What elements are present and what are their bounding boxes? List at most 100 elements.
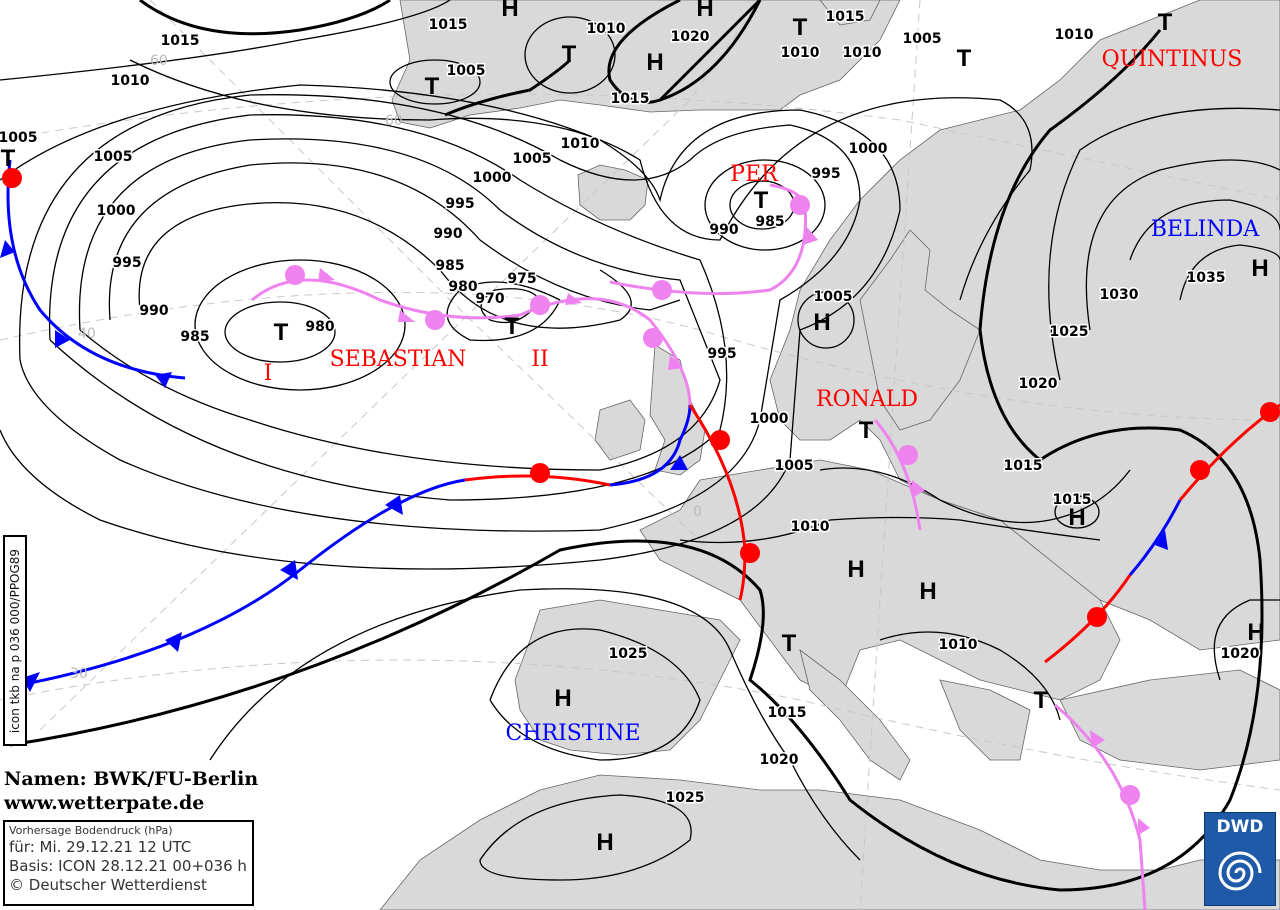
isobar-label: 970 — [475, 291, 504, 307]
isobar-label: 995 — [445, 196, 474, 212]
isobar-label: 995 — [112, 255, 141, 271]
info-title: Vorhersage Bodendruck (hPa) — [9, 824, 173, 837]
isobar-label: 1000 — [97, 203, 136, 219]
graticule-label: 60 — [150, 53, 168, 69]
isobar-label: 980 — [305, 319, 334, 335]
isobar-label: 1005 — [775, 458, 814, 474]
dwd-logo-text: DWD — [1216, 817, 1264, 837]
system-names: QUINTINUSPERBELINDASEBASTIANIIIRONALDCHR… — [264, 47, 1261, 746]
land-masses — [379, 0, 1280, 910]
isobar-label: 1020 — [1019, 376, 1058, 392]
high-pressure-center: H — [1247, 619, 1264, 646]
high-pressure-center: H — [1068, 504, 1085, 531]
high-pressure-center: H — [696, 0, 713, 22]
high-pressure-center: H — [919, 578, 936, 605]
high-pressure-center: H — [501, 0, 518, 22]
graticule-label: 60 — [385, 113, 403, 129]
system-name: BELINDA — [1151, 217, 1260, 242]
system-name: PER — [730, 162, 779, 187]
model-id: icon tkb na p 036 000/PPOG89 — [8, 548, 22, 733]
isobar-label: 990 — [709, 222, 738, 238]
isobar-label: 1000 — [473, 170, 512, 186]
high-pressure-center: H — [1251, 255, 1268, 282]
isobar-label: 1030 — [1100, 287, 1139, 303]
isobar-label: 1010 — [791, 519, 830, 535]
system-name: SEBASTIAN — [330, 347, 467, 372]
graticule-label: 0 — [693, 504, 702, 520]
isobar-label: 985 — [180, 329, 209, 345]
info-box: Vorhersage Bodendruck (hPa) für: Mi. 29.… — [3, 820, 254, 906]
low-pressure-center: T — [793, 14, 808, 41]
isobar-label: 1005 — [94, 149, 133, 165]
swirl-icon — [1218, 851, 1262, 891]
isobar-label: 1025 — [666, 790, 705, 806]
isobar-label: 1010 — [1055, 27, 1094, 43]
dwd-logo: DWD — [1204, 812, 1276, 906]
isobar-label: 1000 — [849, 141, 888, 157]
isobar-label: 1010 — [587, 21, 626, 37]
info-basis: Basis: ICON 28.12.21 00+036 h — [9, 857, 247, 875]
low-pressure-center: T — [859, 417, 874, 444]
iberia — [514, 599, 741, 756]
isobar-label: 1025 — [1050, 324, 1089, 340]
website-link[interactable]: www.wetterpate.de — [4, 792, 205, 814]
iceland — [577, 164, 649, 221]
graticule-label: 40 — [78, 326, 96, 342]
isobar-label: 1010 — [939, 637, 978, 653]
occlusion-ronald — [873, 419, 922, 531]
isobar-label: 990 — [433, 226, 462, 242]
isobar-label: 995 — [811, 166, 840, 182]
isobar-label: 985 — [435, 258, 464, 274]
isobar-label: 985 — [755, 214, 784, 230]
cold-front-west — [6, 159, 186, 380]
isobar-label: 1015 — [1053, 492, 1092, 508]
info-copyright: © Deutscher Wetterdienst — [9, 876, 207, 894]
occlusion-east-med — [1054, 703, 1147, 910]
isobar-label: 1015 — [611, 91, 650, 107]
high-pressure-center: H — [596, 829, 613, 856]
low-pressure-center: T — [754, 187, 769, 214]
cold-front-east — [1128, 499, 1182, 576]
low-pressure-center: T — [562, 41, 577, 68]
isobar-label: 1015 — [1004, 458, 1043, 474]
info-valid: für: Mi. 29.12.21 12 UTC — [9, 838, 192, 856]
isobar-label: 1015 — [161, 33, 200, 49]
isobar-label: 1020 — [1221, 646, 1260, 662]
low-pressure-center: T — [505, 313, 520, 340]
low-pressure-center: T — [274, 319, 289, 346]
graticule-label: 30 — [70, 666, 88, 682]
isobar-label: 1010 — [561, 136, 600, 152]
isobar-label: 1005 — [513, 151, 552, 167]
system-name: QUINTINUS — [1102, 47, 1243, 72]
fronts — [0, 159, 1280, 910]
system-name: II — [531, 347, 548, 372]
isobar-label: 995 — [707, 346, 736, 362]
model-id-box: icon tkb na p 036 000/PPOG89 — [3, 535, 27, 746]
isobar-label: 1005 — [447, 63, 486, 79]
svalbard — [819, 0, 881, 26]
isobar-label: 1000 — [750, 411, 789, 427]
italy-balkans — [799, 649, 1031, 781]
low-pressure-center: T — [957, 45, 972, 72]
isobar-label: 1015 — [768, 705, 807, 721]
isobar-label: 975 — [507, 271, 536, 287]
names-credit: Namen: BWK/FU-Berlin — [4, 768, 259, 790]
isobar-label: 990 — [139, 303, 168, 319]
system-name: CHRISTINE — [505, 721, 640, 746]
system-name: RONALD — [816, 387, 918, 412]
high-pressure-center: H — [813, 309, 830, 336]
isobar-label: 1010 — [843, 45, 882, 61]
low-pressure-center: T — [1034, 687, 1049, 714]
pressure-centers: T T T H H H T T T T T T H T H H H H T H T H H — [1, 0, 1269, 856]
isobar-label: 1020 — [671, 29, 710, 45]
turkey — [1059, 669, 1280, 771]
isobar-label: 1025 — [609, 646, 648, 662]
cold-front-atlantic — [19, 478, 466, 687]
low-pressure-center: T — [1158, 9, 1173, 36]
high-pressure-center: H — [646, 49, 663, 76]
isobar-label: 1015 — [429, 17, 468, 33]
low-pressure-center: T — [425, 73, 440, 100]
